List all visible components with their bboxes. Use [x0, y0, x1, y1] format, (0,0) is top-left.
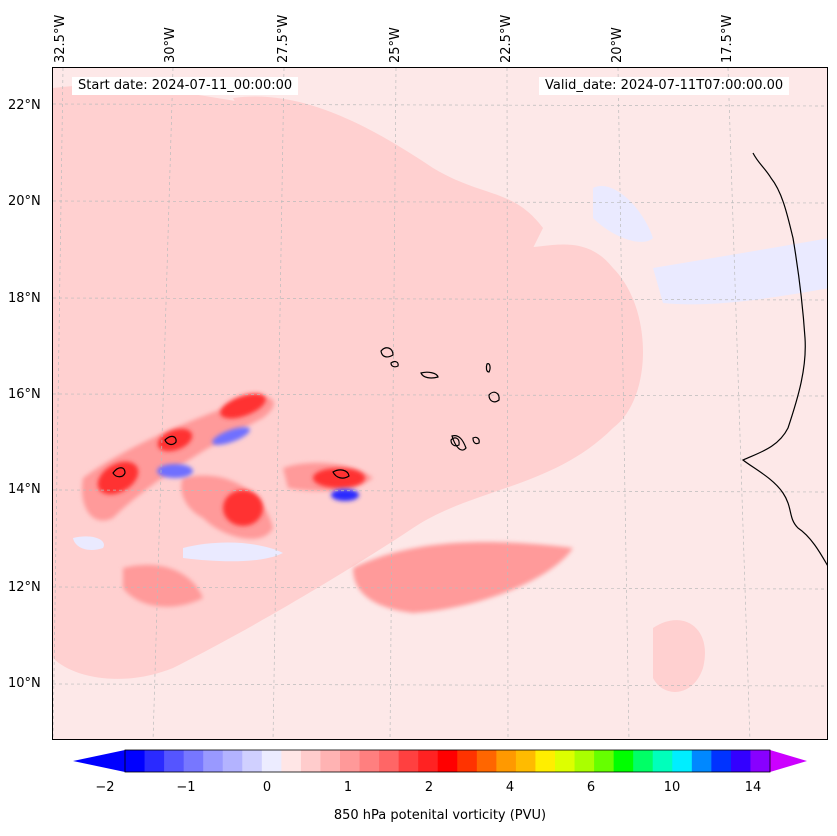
cbar-tick-10: 10	[663, 780, 681, 795]
colorbar-over-arrow	[770, 750, 807, 772]
colorbar-cell	[515, 750, 536, 772]
colorbar-cell	[437, 750, 458, 772]
lon-label-17.5w: 17.5°W	[720, 14, 735, 63]
map-panel[interactable]	[52, 67, 828, 740]
colorbar-cell	[496, 750, 517, 772]
colorbar-cell	[261, 750, 282, 772]
colorbar-cell	[300, 750, 321, 772]
lat-label-22n: 22°N	[8, 98, 41, 113]
colorbar-cell	[281, 750, 302, 772]
island-outlines-west	[112, 435, 350, 479]
colorbar-label: 850 hPa potenital vorticity (PVU)	[333, 808, 547, 823]
cbar-tick-4: 4	[505, 780, 515, 795]
colorbar-cell	[222, 750, 243, 772]
cbar-tick-6: 6	[586, 780, 596, 795]
pv-contour-negative	[73, 186, 827, 562]
lon-label-30w: 30°W	[163, 27, 178, 63]
colorbar-cell	[398, 750, 419, 772]
cbar-tick-1: 1	[343, 780, 353, 795]
coastline-africa	[741, 152, 827, 566]
pv-field	[53, 68, 827, 739]
cbar-tick-0: 0	[262, 780, 272, 795]
colorbar-cell	[555, 750, 576, 772]
colorbar-cell	[164, 750, 185, 772]
lat-label-14n: 14°N	[8, 482, 41, 497]
start-date-label: Start date: 2024-07-11_00:00:00	[72, 77, 299, 95]
lon-label-27.5w: 27.5°W	[276, 14, 291, 63]
colorbar-cell	[340, 750, 361, 772]
colorbar-cell	[652, 750, 673, 772]
colorbar-cell	[183, 750, 204, 772]
colorbar-under-arrow	[73, 750, 125, 772]
cbar-tick-14: 14	[744, 780, 762, 795]
cape-verde-islands	[380, 347, 500, 451]
colorbar-cell	[418, 750, 439, 772]
colorbar-cell	[711, 750, 732, 772]
pv-contour-low	[53, 85, 705, 692]
colorbar-cell	[476, 750, 497, 772]
colorbar-cell	[457, 750, 478, 772]
colorbar-cell	[320, 750, 341, 772]
colorbar-cell	[672, 750, 693, 772]
lat-label-12n: 12°N	[8, 580, 41, 595]
graticule	[53, 68, 827, 739]
colorbar-cell	[535, 750, 556, 772]
colorbar-cell	[125, 750, 146, 772]
colorbar-cell	[613, 750, 634, 772]
colorbar-cell	[730, 750, 751, 772]
pv-contour-high	[97, 393, 365, 526]
lat-label-18n: 18°N	[8, 291, 41, 306]
lat-label-10n: 10°N	[8, 676, 41, 691]
colorbar-cell	[242, 750, 263, 772]
pv-contour-negative-core	[157, 427, 359, 501]
colorbar-cell	[633, 750, 654, 772]
lat-label-16n: 16°N	[8, 387, 41, 402]
colorbar-cell	[691, 750, 712, 772]
colorbar-cell	[750, 750, 771, 772]
colorbar-cell	[594, 750, 615, 772]
cbar-tick-2: 2	[424, 780, 434, 795]
cbar-tick-neg1: −1	[176, 780, 196, 795]
colorbar-cell	[379, 750, 400, 772]
valid-date-label: Valid_date: 2024-07-11T07:00:00.00	[539, 77, 790, 95]
colorbar	[73, 749, 807, 773]
lat-label-20n: 20°N	[8, 194, 41, 209]
colorbar-cell	[144, 750, 165, 772]
colorbar-cell	[574, 750, 595, 772]
lon-label-22.5w: 22.5°W	[499, 14, 514, 63]
lon-label-25w: 25°W	[388, 27, 403, 63]
colorbar-cell	[359, 750, 380, 772]
lon-label-20w: 20°W	[610, 27, 625, 63]
colorbar-cell	[203, 750, 224, 772]
colorbar-frame	[124, 749, 771, 773]
cbar-tick-neg2: −2	[95, 780, 115, 795]
lon-label-32.5w: 32.5°W	[53, 14, 68, 63]
